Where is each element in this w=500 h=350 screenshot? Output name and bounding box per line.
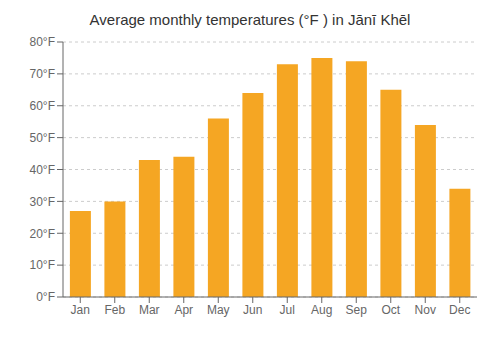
- svg-text:Jun: Jun: [243, 303, 262, 317]
- svg-text:40°F: 40°F: [30, 163, 55, 177]
- html-text:Average monthly temperatures (: Average monthly temperatures (°F ) in Jā…: [89, 11, 411, 28]
- svg-text:Jul: Jul: [280, 303, 295, 317]
- svg-text:80°F: 80°F: [30, 35, 55, 49]
- svg-text:70°F: 70°F: [30, 67, 55, 81]
- svg-text:10°F: 10°F: [30, 258, 55, 272]
- svg-text:Sep: Sep: [346, 303, 368, 317]
- svg-text:Aug: Aug: [311, 303, 332, 317]
- svg-text:30°F: 30°F: [30, 195, 55, 209]
- svg-text:Dec: Dec: [449, 303, 470, 317]
- svg-text:20°F: 20°F: [30, 227, 55, 241]
- svg-text:Mar: Mar: [139, 303, 160, 317]
- svg-text:Apr: Apr: [174, 303, 193, 317]
- svg-text:0°F: 0°F: [36, 290, 55, 304]
- svg-text:Jan: Jan: [71, 303, 90, 317]
- svg-text:May: May: [207, 303, 230, 317]
- svg-text:60°F: 60°F: [30, 99, 55, 113]
- svg-text:Feb: Feb: [104, 303, 125, 317]
- svg-text:Nov: Nov: [415, 303, 436, 317]
- svg-text:50°F: 50°F: [30, 131, 55, 145]
- svg-text:Oct: Oct: [381, 303, 400, 317]
